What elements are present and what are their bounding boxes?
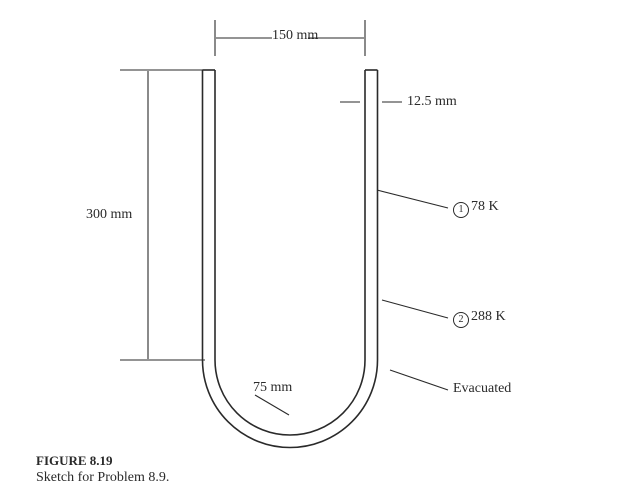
callout-2-leader xyxy=(382,300,448,318)
thickness-label: 12.5 mm xyxy=(407,94,457,110)
top-dim-label: 150 mm xyxy=(272,28,318,44)
circled-1-icon: 1 xyxy=(453,202,469,218)
figure-caption: FIGURE 8.19 Sketch for Problem 8.9. xyxy=(36,452,169,488)
callout-evacuated-label: Evacuated xyxy=(453,381,511,397)
figure-container: 150 mm 300 mm 12.5 mm 178 K 2288 K Evacu… xyxy=(0,0,624,500)
bottom-dim-label: 75 mm xyxy=(253,380,292,396)
callout-1-label: 178 K xyxy=(453,199,499,218)
diagram-svg xyxy=(0,0,624,500)
bottom-dim-leader xyxy=(255,395,289,415)
figure-number: FIGURE 8.19 xyxy=(36,452,169,470)
callout-2-label: 2288 K xyxy=(453,309,506,328)
callout-1-value: 78 K xyxy=(471,199,499,214)
callout-2-value: 288 K xyxy=(471,309,506,324)
circled-2-icon: 2 xyxy=(453,312,469,328)
callout-evacuated-leader xyxy=(390,370,448,390)
left-dim-label: 300 mm xyxy=(86,207,132,223)
figure-caption-text: Sketch for Problem 8.9. xyxy=(36,470,169,485)
callout-1-leader xyxy=(377,190,448,208)
